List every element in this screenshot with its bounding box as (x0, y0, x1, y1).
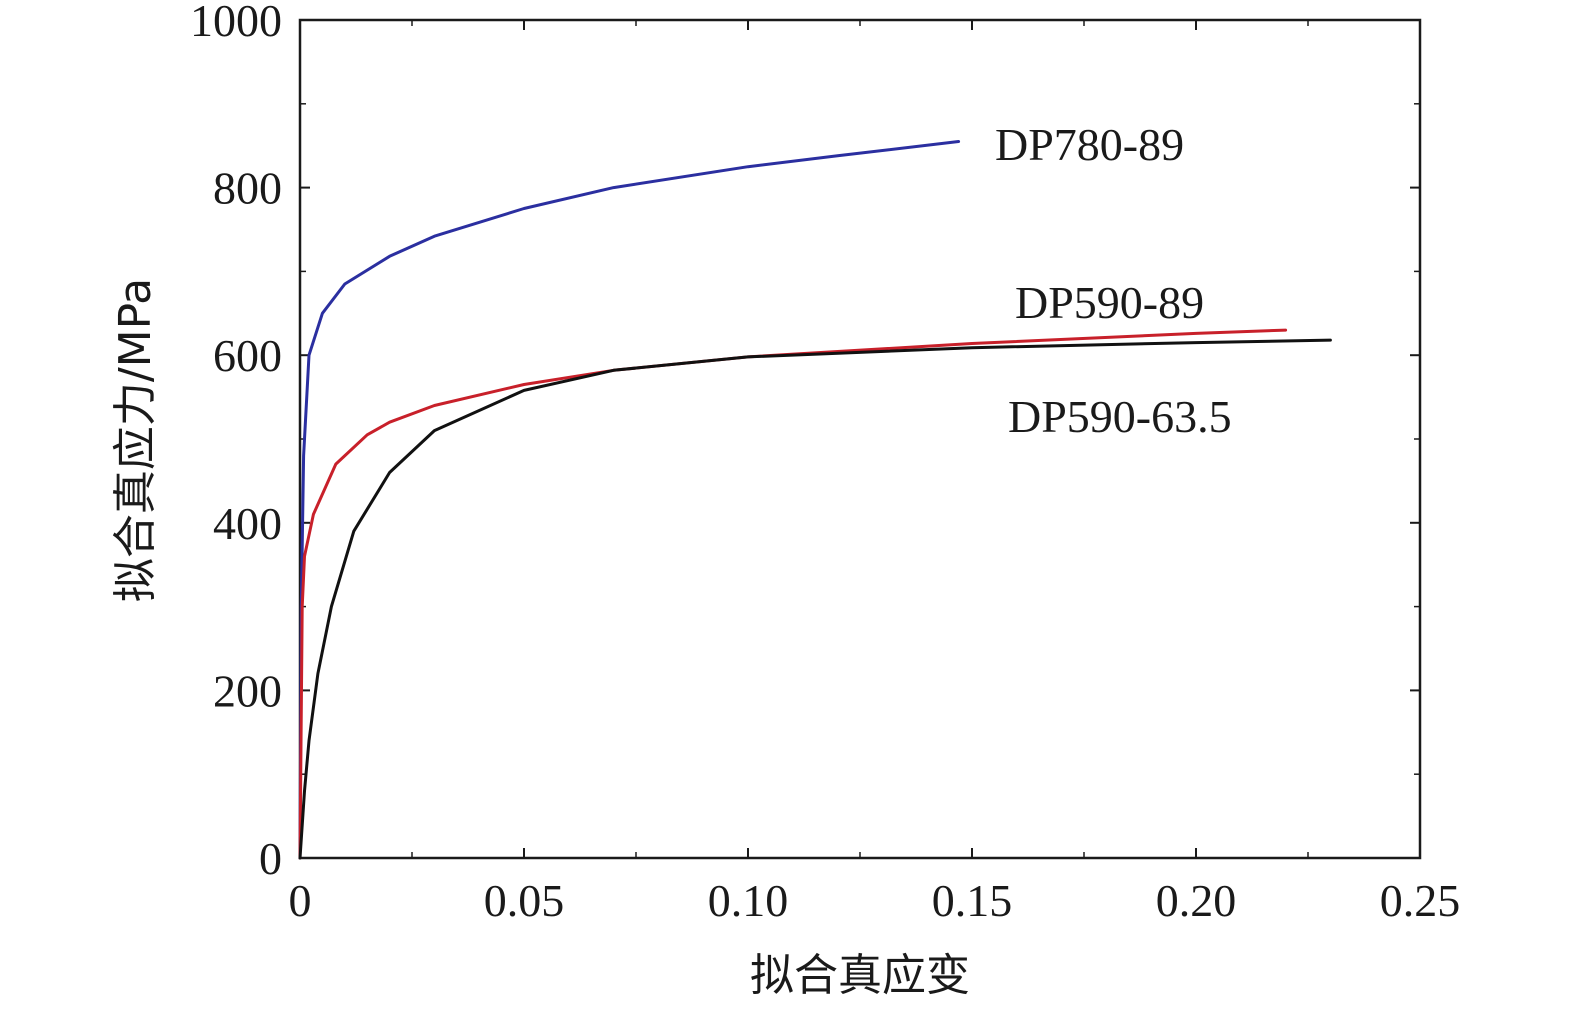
y-tick-label: 1000 (190, 0, 282, 46)
y-tick-label: 0 (259, 833, 282, 884)
series-line-dp590-89 (298, 328, 1288, 860)
y-tick-label: 600 (213, 330, 282, 381)
series-label-dp590-63-5: DP590-63.5 (1008, 391, 1232, 442)
x-tick-label: 0.25 (1380, 875, 1461, 926)
y-tick-label: 400 (213, 498, 282, 549)
y-tick-label: 800 (213, 163, 282, 214)
series-labels: DP780-89 DP590-89 DP590-63.5 (995, 119, 1232, 442)
x-tick-label: 0.20 (1156, 875, 1237, 926)
x-tick-label: 0.15 (932, 875, 1013, 926)
series-label-dp590-89: DP590-89 (1015, 277, 1204, 328)
x-tick-label: 0 (289, 875, 312, 926)
x-axis-title: 拟合真应变 (750, 950, 970, 1001)
y-axis-title: 拟合真应力/MPa (110, 278, 161, 602)
series-line-dp780-89 (298, 140, 961, 860)
x-tick-label: 0.05 (484, 875, 565, 926)
y-axis-ticks: 0 200 400 600 800 1000 (190, 0, 1420, 884)
series-label-dp780-89: DP780-89 (995, 119, 1184, 170)
series-lines (298, 140, 1332, 860)
y-tick-label: 200 (213, 665, 282, 716)
plot-border (298, 18, 1422, 860)
x-tick-label: 0.10 (708, 875, 789, 926)
x-axis-ticks: 0 0.05 0.10 0.15 0.20 0.25 (289, 20, 1461, 926)
series-line-dp590-63-5 (298, 338, 1332, 860)
plot-frame (298, 18, 1422, 860)
